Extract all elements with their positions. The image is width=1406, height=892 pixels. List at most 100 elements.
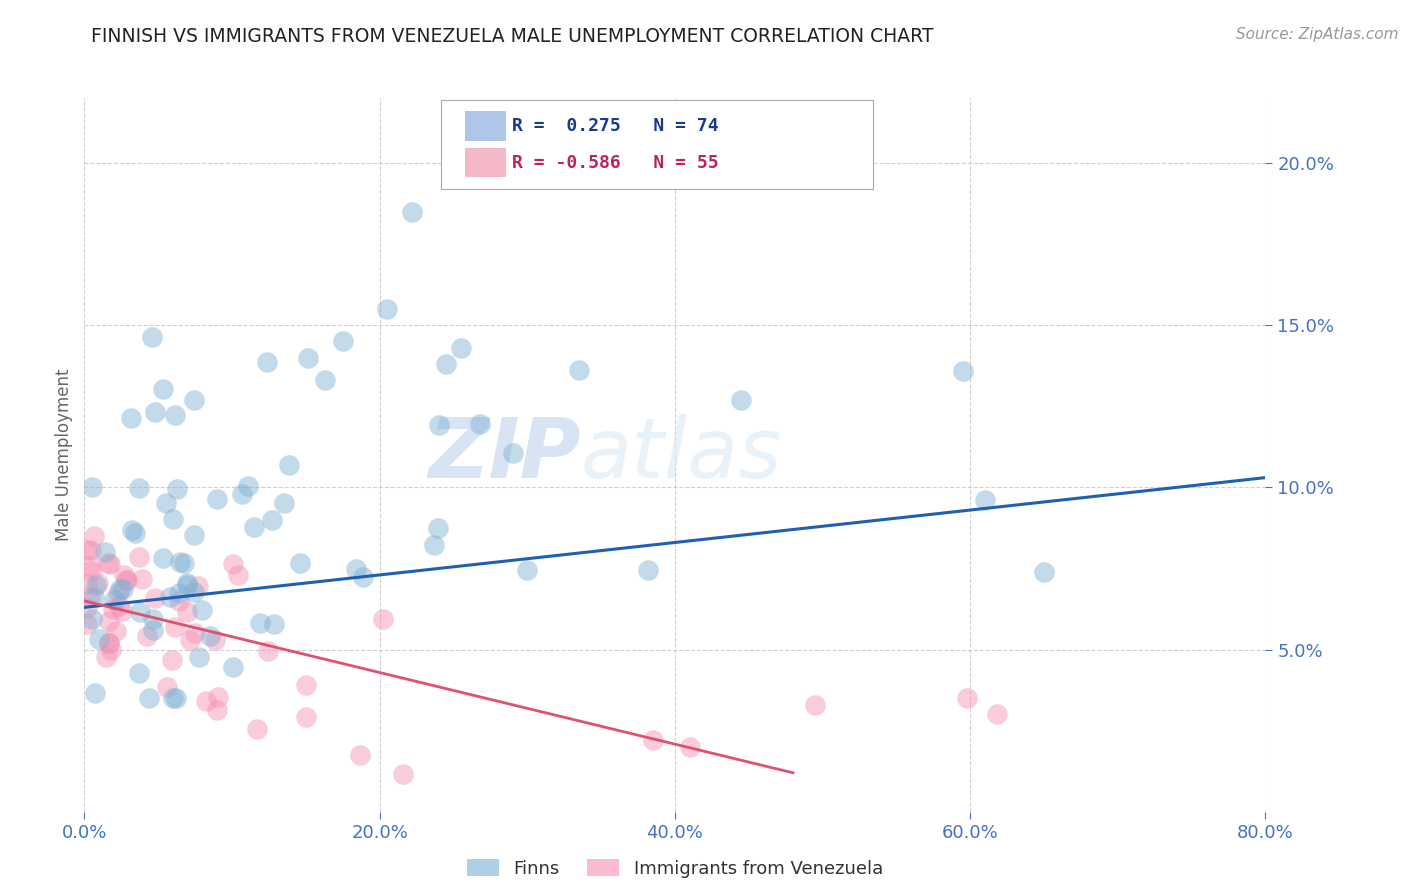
Point	[204, 632, 226, 647]
Point	[76, 617, 98, 632]
Point	[249, 615, 271, 630]
Point	[83, 590, 105, 604]
Point	[129, 605, 152, 619]
FancyBboxPatch shape	[441, 100, 873, 189]
Point	[108, 599, 131, 614]
Point	[131, 572, 153, 586]
Point	[136, 629, 159, 643]
Point	[115, 574, 138, 588]
Point	[502, 446, 524, 460]
Point	[143, 405, 166, 419]
Point	[128, 666, 150, 681]
Point	[94, 545, 117, 559]
Point	[121, 523, 143, 537]
Point	[236, 479, 259, 493]
Point	[101, 602, 124, 616]
Point	[128, 549, 150, 564]
Point	[183, 393, 205, 408]
Point	[141, 330, 163, 344]
Point	[79, 590, 101, 604]
Point	[98, 635, 121, 649]
Point	[314, 373, 336, 387]
Point	[278, 458, 301, 472]
Point	[84, 578, 107, 592]
Point	[187, 649, 209, 664]
Point	[427, 521, 450, 535]
Text: FINNISH VS IMMIGRANTS FROM VENEZUELA MALE UNEMPLOYMENT CORRELATION CHART: FINNISH VS IMMIGRANTS FROM VENEZUELA MAL…	[91, 27, 934, 45]
Point	[516, 563, 538, 577]
Point	[84, 686, 107, 700]
Point	[290, 557, 312, 571]
Text: Source: ZipAtlas.com: Source: ZipAtlas.com	[1236, 27, 1399, 42]
Point	[228, 567, 250, 582]
Point	[76, 601, 98, 615]
Y-axis label: Male Unemployment: Male Unemployment	[55, 368, 73, 541]
Point	[80, 480, 103, 494]
Point	[114, 573, 136, 587]
Point	[111, 582, 134, 596]
Point	[87, 632, 110, 647]
Point	[375, 301, 398, 316]
Text: atlas: atlas	[581, 415, 782, 495]
Point	[344, 561, 367, 575]
Point	[155, 680, 177, 694]
Point	[111, 604, 134, 618]
Point	[198, 629, 221, 643]
Point	[956, 691, 979, 706]
Point	[162, 691, 184, 706]
Point	[167, 585, 190, 599]
Point	[143, 591, 166, 605]
Point	[94, 650, 117, 665]
Point	[79, 559, 101, 574]
Point	[165, 691, 187, 706]
Point	[173, 556, 195, 570]
Point	[112, 568, 135, 582]
Point	[297, 351, 319, 365]
Point	[98, 636, 121, 650]
Point	[190, 603, 212, 617]
Point	[159, 590, 181, 604]
Point	[187, 578, 209, 592]
Point	[468, 417, 491, 431]
Point	[450, 341, 472, 355]
Point	[986, 707, 1008, 722]
Point	[349, 747, 371, 762]
Point	[256, 644, 278, 658]
Point	[167, 594, 190, 608]
Point	[332, 334, 354, 349]
Text: R =  0.275   N = 74: R = 0.275 N = 74	[512, 117, 718, 135]
Point	[183, 626, 205, 640]
Point	[243, 519, 266, 533]
Point	[176, 577, 198, 591]
Point	[263, 616, 285, 631]
Point	[637, 563, 659, 577]
Point	[142, 612, 165, 626]
Point	[256, 355, 278, 369]
Point	[165, 408, 187, 422]
Point	[128, 481, 150, 495]
Point	[98, 557, 121, 571]
Point	[260, 513, 283, 527]
Point	[86, 576, 108, 591]
Point	[166, 483, 188, 497]
Point	[165, 620, 187, 634]
Point	[222, 660, 245, 674]
Point	[973, 493, 995, 508]
Point	[155, 496, 177, 510]
Legend: Finns, Immigrants from Venezuela: Finns, Immigrants from Venezuela	[460, 852, 890, 885]
Point	[169, 555, 191, 569]
Point	[194, 694, 217, 708]
Point	[952, 363, 974, 377]
Point	[568, 363, 591, 377]
Point	[108, 582, 131, 596]
Point	[804, 698, 827, 712]
Point	[222, 557, 245, 571]
Point	[427, 417, 450, 432]
Point	[104, 624, 127, 639]
Point	[205, 492, 228, 507]
Text: ZIP: ZIP	[427, 415, 581, 495]
Point	[179, 632, 201, 647]
Point	[107, 586, 129, 600]
Point	[176, 576, 198, 591]
Point	[98, 614, 121, 628]
